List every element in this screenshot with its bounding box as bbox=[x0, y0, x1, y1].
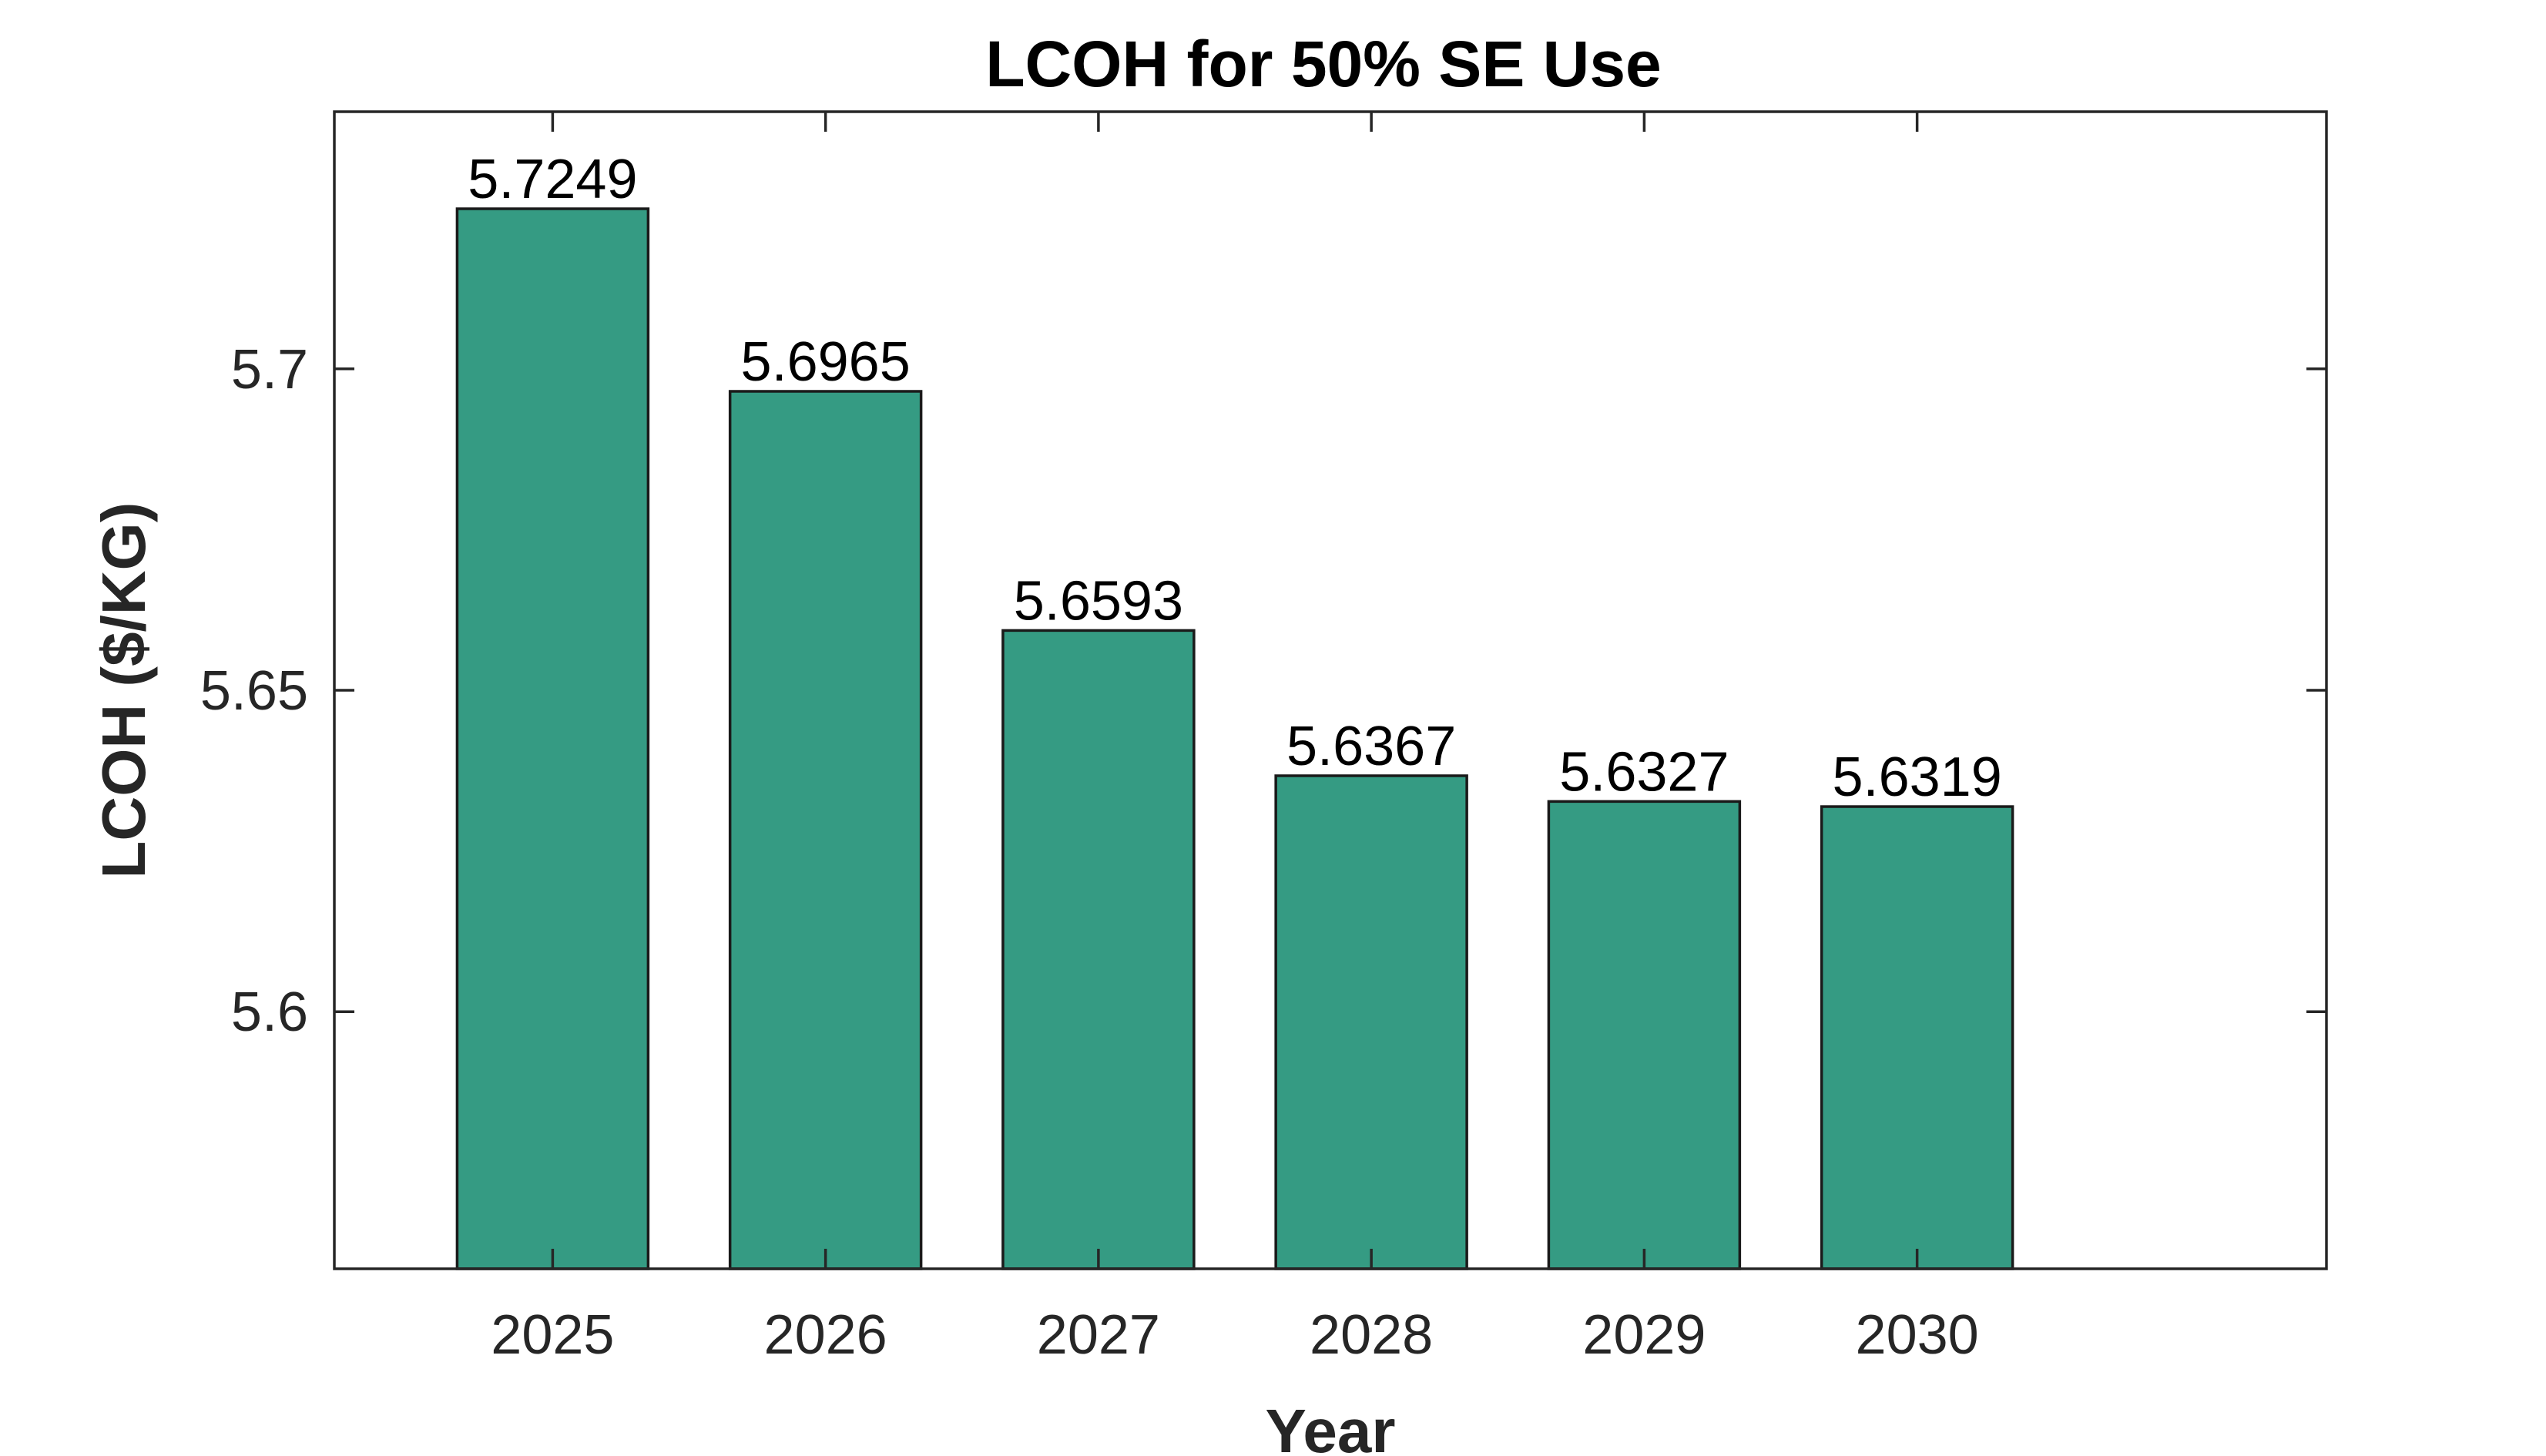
data-label-2029: 5.6327 bbox=[1559, 741, 1729, 803]
x-tick-label-2028: 2028 bbox=[1310, 1304, 1433, 1366]
bar-2029 bbox=[1547, 800, 1742, 1270]
bar-2030 bbox=[1820, 805, 2014, 1270]
x-tick-label-2025: 2025 bbox=[491, 1304, 614, 1366]
y-axis-label: LCOH ($/KG) bbox=[89, 502, 158, 879]
y-tick-label-2: 5.7 bbox=[231, 339, 308, 401]
data-label-2030: 5.6319 bbox=[1833, 746, 2002, 808]
x-tick-label-2027: 2027 bbox=[1037, 1304, 1160, 1366]
x-tick-label-2029: 2029 bbox=[1582, 1304, 1706, 1366]
bar-2025 bbox=[455, 207, 650, 1270]
bar-2027 bbox=[1001, 629, 1196, 1270]
data-label-2025: 5.7249 bbox=[468, 149, 637, 210]
plot-area: 5.7249 5.6965 5.6593 5.6367 5.6327 5.6319 bbox=[455, 149, 2014, 1270]
x-axis-label: Year bbox=[1265, 1397, 1395, 1456]
y-tick-label-0: 5.6 bbox=[231, 981, 308, 1043]
data-label-2027: 5.6593 bbox=[1014, 570, 1183, 632]
x-tick-label-2030: 2030 bbox=[1856, 1304, 1979, 1366]
data-label-2026: 5.6965 bbox=[741, 331, 911, 393]
x-tick-label-2026: 2026 bbox=[764, 1304, 887, 1366]
y-tick-label-1: 5.65 bbox=[200, 660, 308, 722]
chart-title: LCOH for 50% SE Use bbox=[985, 28, 1662, 100]
bar-2028 bbox=[1274, 774, 1468, 1270]
ticks: 2025 2026 2027 2028 2029 2030 5.6 5.65 5.7 bbox=[200, 112, 2326, 1366]
bar-2026 bbox=[728, 390, 923, 1270]
data-label-2028: 5.6367 bbox=[1286, 716, 1456, 777]
